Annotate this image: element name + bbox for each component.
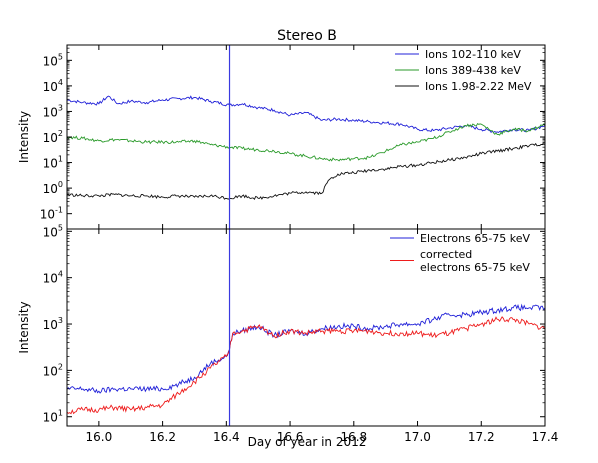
legend-entry: Ions 389-438 keV: [425, 64, 521, 77]
y-axis-label: Intensity: [17, 111, 31, 163]
y-tick-label: 103: [43, 316, 63, 332]
y-tick-label: 105: [43, 223, 63, 239]
series-line-bottom-0: [67, 303, 545, 394]
x-tick-label: 16.0: [86, 430, 113, 444]
y-tick-label: 100: [43, 180, 63, 196]
panel-top: 105 104 103 102 101 100 10-1 Intensity Ions 102-…: [17, 44, 546, 230]
legend-entry: corrected: [420, 248, 472, 261]
legend-entry: Ions 102-110 keV: [425, 48, 521, 61]
x-tick-label: 17.4: [532, 430, 559, 444]
series-line-bottom-1: [67, 316, 545, 415]
x-tick-label: 16.2: [149, 430, 176, 444]
x-tick-label: 16.4: [213, 430, 240, 444]
y-axis-label: Intensity: [17, 301, 31, 353]
y-tick-label: 104: [43, 270, 63, 286]
y-tick-label: 102: [43, 129, 63, 145]
y-tick-label: 104: [43, 78, 63, 94]
series-line-top-1: [67, 122, 545, 162]
y-tick-label: 105: [43, 52, 63, 68]
chart-title: Stereo B: [277, 28, 337, 44]
x-tick-label: 17.0: [404, 430, 431, 444]
series-line-top-2: [67, 142, 545, 200]
legend-entry: Ions 1.98-2.22 MeV: [425, 80, 532, 93]
y-tick-label: 101: [43, 409, 63, 425]
y-tick-label: 101: [43, 155, 63, 171]
y-tick-label: 102: [43, 362, 63, 378]
axes-frame-bottom: [66, 228, 546, 427]
x-tick-label: 16.6: [277, 430, 304, 444]
legend-entry: electrons 65-75 keV: [420, 261, 530, 274]
y-tick-label: 10-1: [40, 206, 63, 222]
x-axis-label: Day of year in 2012: [248, 435, 367, 449]
legend-entry: Electrons 65-75 keV: [420, 232, 531, 245]
y-tick-label: 103: [43, 103, 63, 119]
series-line-top-0: [67, 95, 545, 134]
panel-bottom: 105 104 103 102 101 16.0 16.2 16.4 16.6 16.8 17.0 1…: [17, 223, 558, 444]
x-tick-label: 16.8: [340, 430, 367, 444]
x-tick-label: 17.2: [468, 430, 495, 444]
